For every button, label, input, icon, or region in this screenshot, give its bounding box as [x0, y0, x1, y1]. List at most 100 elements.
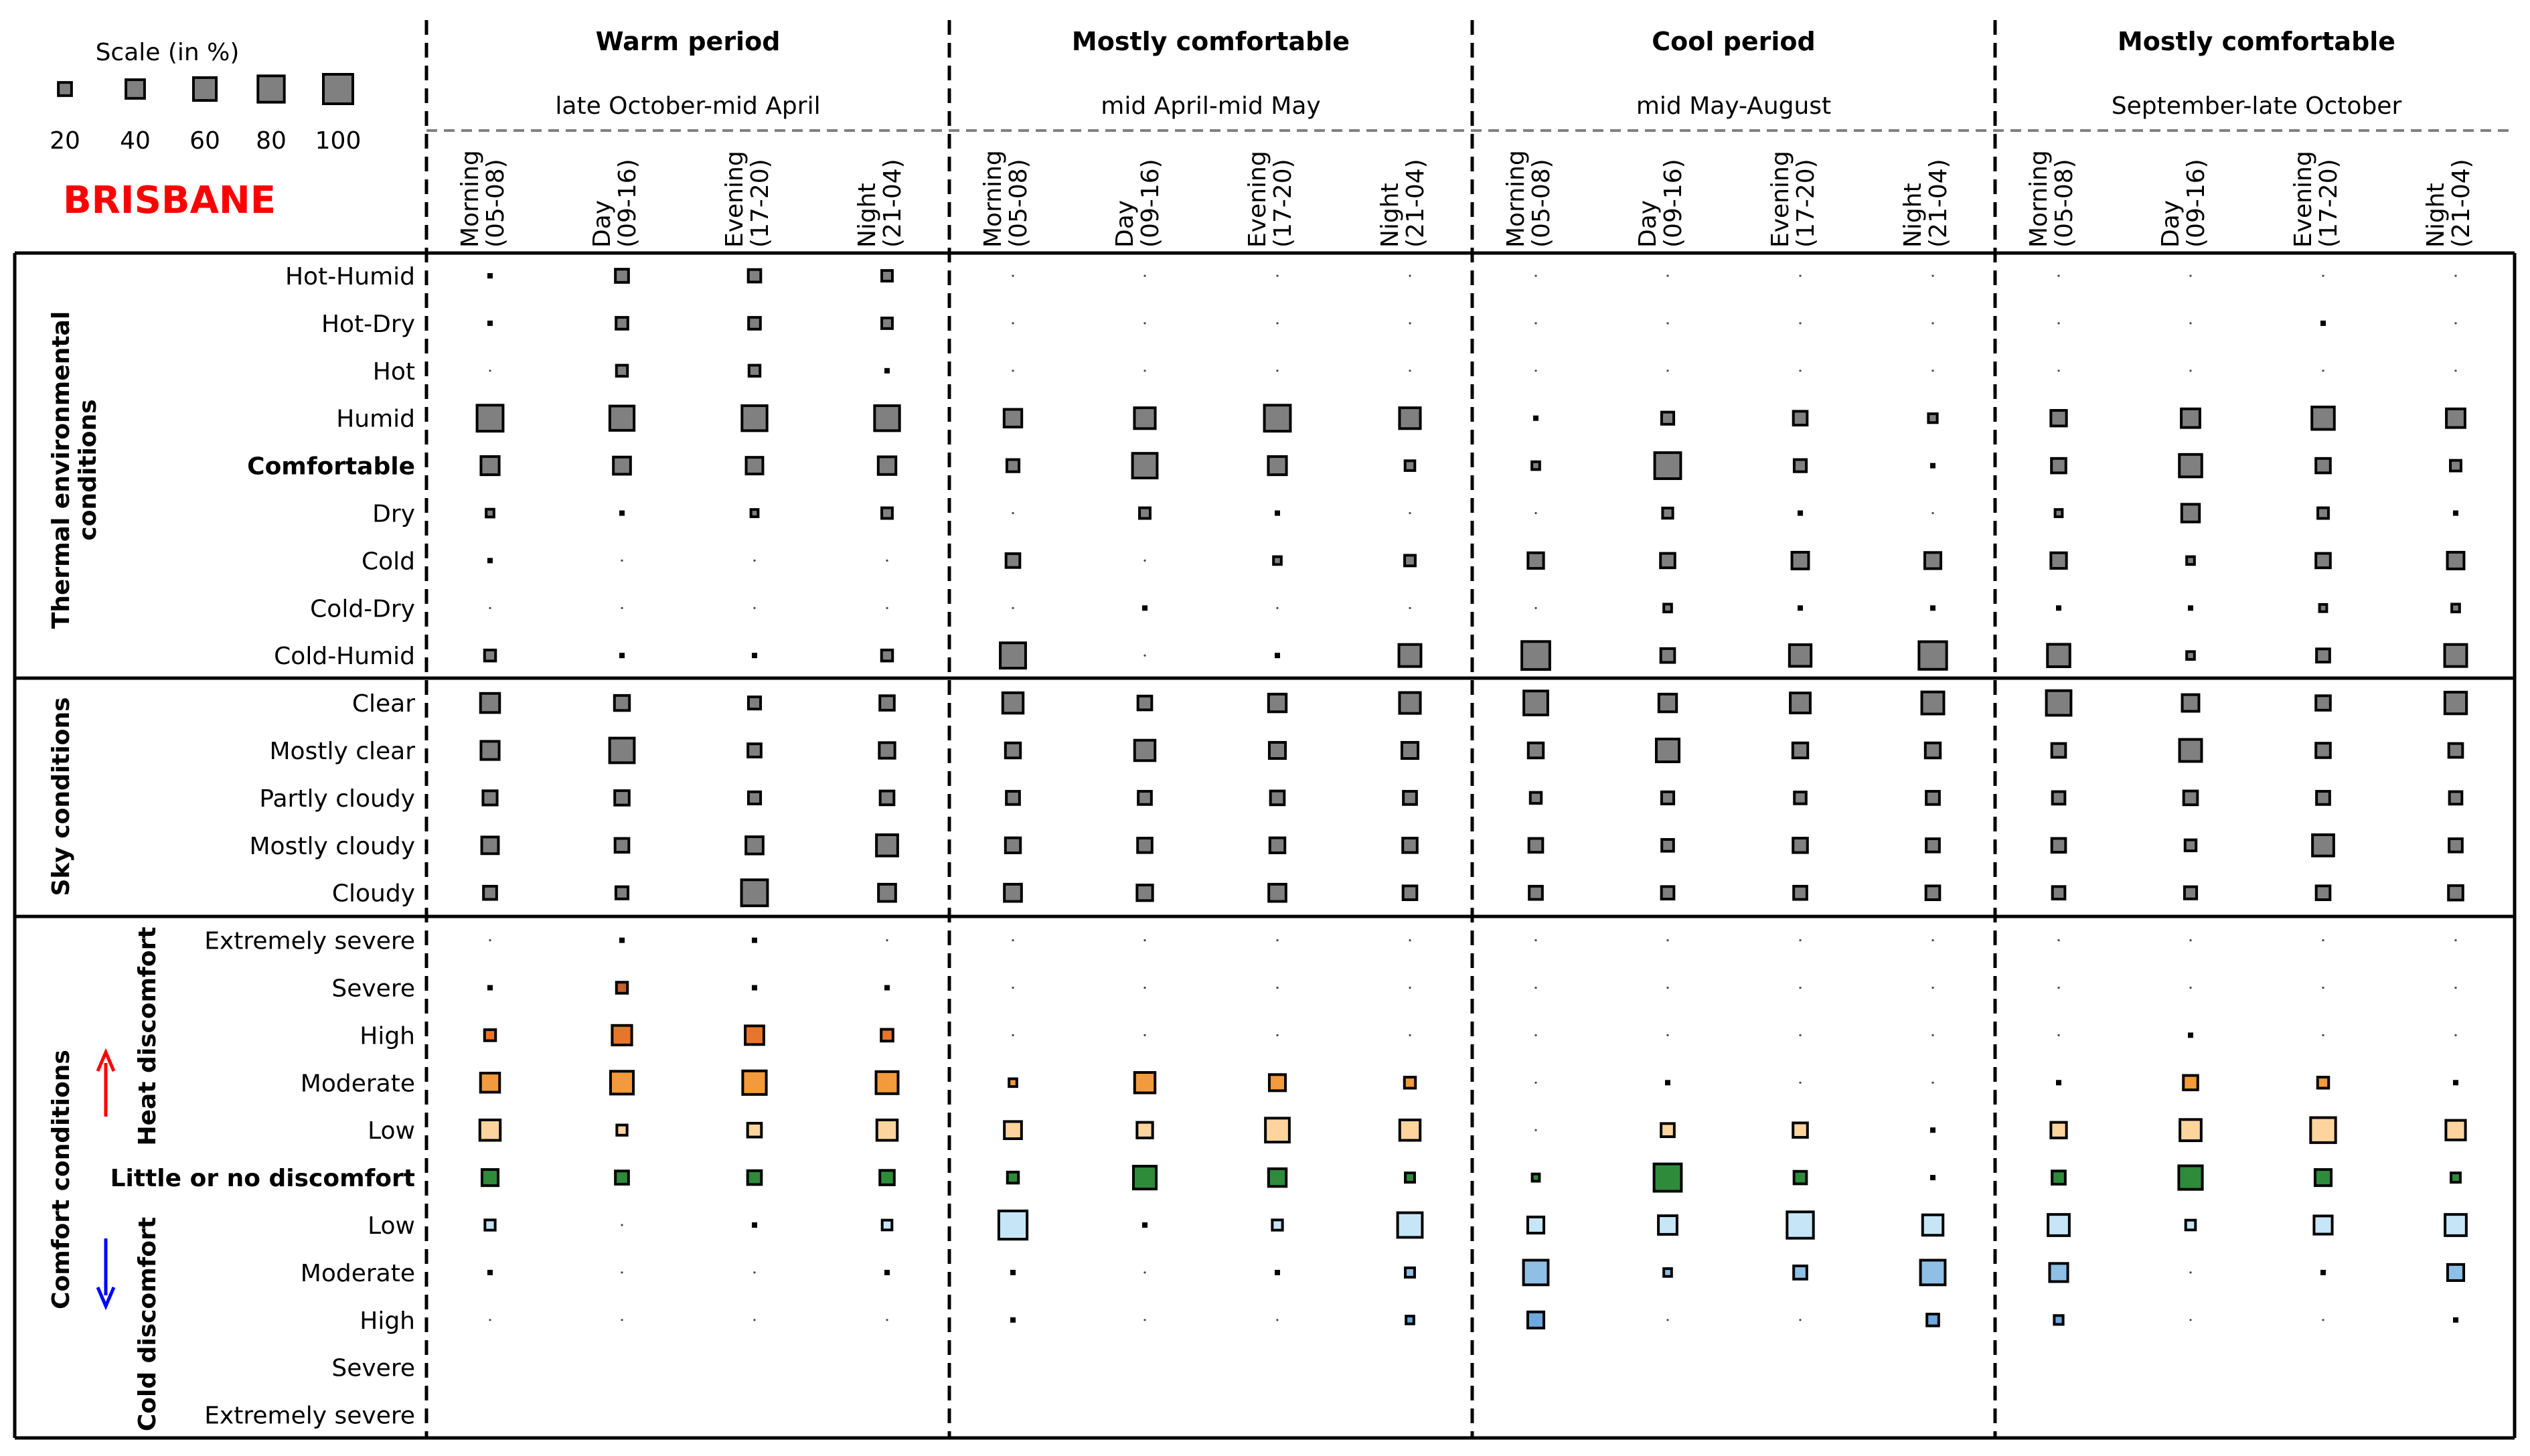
- cell-marker: [878, 694, 896, 712]
- cell-marker-empty: [1666, 986, 1669, 989]
- cell-marker: [746, 790, 763, 805]
- cell-marker: [2312, 1214, 2334, 1236]
- legend-value-80: 80: [256, 127, 287, 155]
- row-label: Dry: [372, 501, 415, 528]
- row-label: High: [360, 1022, 415, 1050]
- time-slot-hours: (21-04): [879, 159, 906, 248]
- time-slot-header: Morning(05-08): [1502, 150, 1555, 248]
- cell-marker: [614, 1169, 630, 1186]
- time-slot-name: Morning: [1502, 150, 1530, 248]
- cell-marker: [746, 268, 763, 284]
- row-label: Cold-Humid: [274, 643, 415, 670]
- cell-marker: [1660, 885, 1676, 901]
- cell-marker: [480, 1168, 500, 1188]
- row-label: Hot-Humid: [285, 263, 415, 291]
- cell-marker-empty: [2057, 986, 2060, 989]
- cell-marker: [1792, 458, 1808, 473]
- legend-square-100: [322, 73, 354, 105]
- cell-marker-empty: [1409, 939, 1411, 942]
- cell-marker: [479, 455, 501, 477]
- cell-marker-empty: [1534, 370, 1537, 372]
- cell-marker: [619, 510, 625, 516]
- cell-marker-empty: [2189, 274, 2192, 277]
- row-labels: Hot-Humid Hot-Dry Hot Humid Comfortable Dry Co…: [110, 263, 416, 1430]
- cell-marker: [1660, 790, 1676, 805]
- cell-marker-empty: [1012, 370, 1014, 372]
- cell-marker-empty: [2454, 986, 2457, 989]
- cell-marker: [2453, 1080, 2458, 1086]
- row-label: Comfortable: [247, 453, 415, 481]
- cell-marker: [483, 1218, 497, 1232]
- cold-discomfort-label: Cold discomfort: [134, 1217, 161, 1431]
- cell-marker: [1272, 555, 1283, 566]
- cell-marker: [1522, 690, 1549, 716]
- time-slot-header: Night(21-04): [854, 159, 906, 248]
- cell-marker: [1789, 692, 1812, 715]
- cell-marker: [2448, 837, 2464, 854]
- cell-marker: [475, 404, 505, 433]
- city-title: BRISBANE: [63, 179, 276, 222]
- cell-marker-empty: [1799, 1034, 1802, 1036]
- cell-marker: [1792, 410, 1809, 427]
- row-label: High: [360, 1307, 415, 1335]
- cell-marker-empty: [2057, 1034, 2060, 1036]
- cell-marker: [747, 316, 762, 331]
- time-slot-hours: (09-16): [1660, 159, 1687, 248]
- cell-marker: [1526, 1215, 1546, 1235]
- cell-marker: [1010, 1269, 1016, 1275]
- cell-marker: [1136, 837, 1154, 854]
- cell-marker: [481, 789, 499, 807]
- cell-marker: [2056, 605, 2061, 611]
- period-headers: Warm period late October-mid April Mostly …: [555, 27, 2401, 120]
- cell-marker-empty: [621, 1271, 623, 1274]
- cold-arrow-icon: [96, 1238, 116, 1311]
- cell-marker: [2447, 884, 2464, 902]
- cell-marker-empty: [1666, 274, 1669, 277]
- cell-marker: [1660, 1122, 1676, 1139]
- cell-marker: [2051, 790, 2067, 806]
- cell-marker-empty: [2189, 1271, 2192, 1274]
- cell-marker: [744, 456, 765, 476]
- cell-marker-empty: [1276, 274, 1279, 277]
- row-label: Mostly clear: [269, 738, 415, 765]
- cell-marker: [2185, 555, 2196, 566]
- cell-marker: [1275, 1269, 1280, 1275]
- cell-marker: [1136, 694, 1154, 712]
- cell-marker-empty: [1534, 511, 1537, 515]
- cell-marker: [875, 833, 899, 858]
- cell-marker: [997, 1209, 1029, 1241]
- cell-marker: [880, 1218, 894, 1232]
- cell-marker: [1659, 552, 1676, 570]
- cell-marker-empty: [1409, 986, 1411, 989]
- cell-marker: [487, 985, 493, 991]
- cell-marker-empty: [1409, 274, 1411, 277]
- period-title: Cool period: [1652, 27, 1815, 56]
- cell-marker: [2049, 409, 2068, 428]
- cell-marker: [1660, 410, 1676, 426]
- cell-marker-empty: [1276, 1319, 1279, 1321]
- cell-marker: [1267, 882, 1287, 903]
- cell-marker: [1930, 463, 1935, 469]
- cell-marker-empty: [1409, 1034, 1411, 1036]
- cell-marker: [1267, 740, 1287, 760]
- cell-marker: [2188, 605, 2193, 611]
- cell-marker: [1526, 1310, 1546, 1329]
- cell-marker-empty: [489, 1319, 491, 1321]
- cell-marker-empty: [1143, 370, 1146, 372]
- cell-marker: [746, 696, 763, 711]
- cell-marker: [2053, 508, 2064, 518]
- cell-marker-empty: [1276, 986, 1279, 989]
- group-label-thermal: conditions: [74, 399, 102, 540]
- cell-marker-empty: [2454, 1034, 2457, 1036]
- cell-marker-empty: [1931, 511, 1934, 515]
- cell-marker-empty: [1276, 606, 1279, 609]
- cell-marker-empty: [886, 606, 888, 609]
- heat-arrow-icon: [96, 1048, 116, 1117]
- time-slot-name: Night: [2422, 183, 2450, 248]
- scale-legend: Scale (in %) 20 40 60 80 100: [50, 39, 361, 155]
- cell-marker: [1660, 838, 1675, 853]
- cell-marker-empty: [1409, 322, 1411, 325]
- cell-marker-empty: [621, 559, 623, 562]
- cell-marker: [1793, 791, 1808, 805]
- group-label-thermal: Thermal environmental: [48, 311, 75, 629]
